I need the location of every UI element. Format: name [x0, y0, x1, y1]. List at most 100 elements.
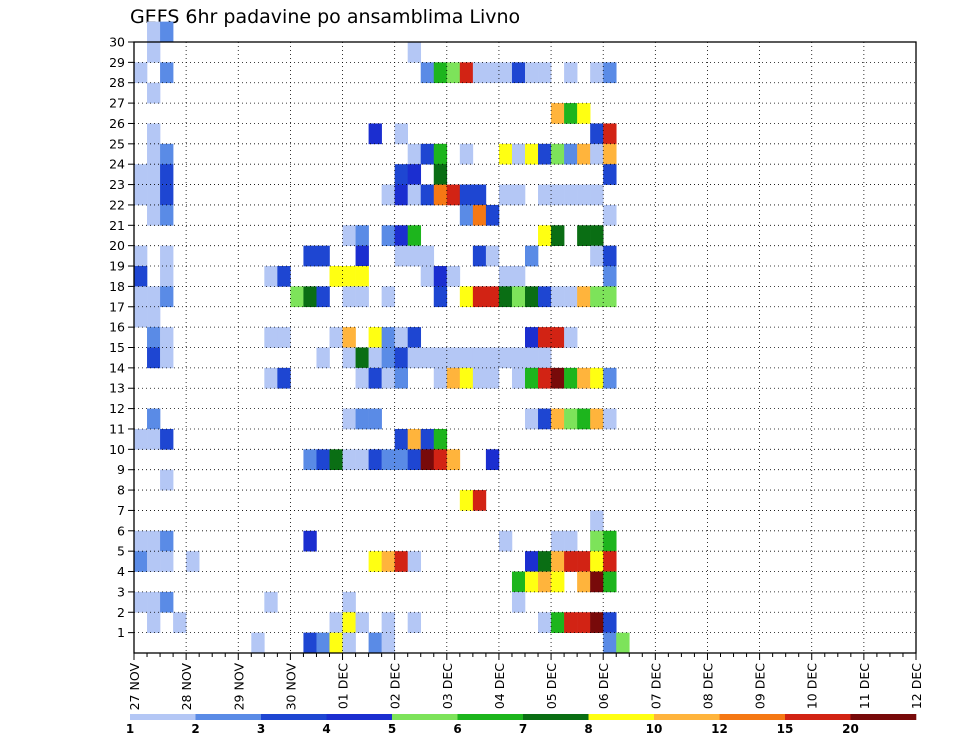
heatmap-cell [316, 245, 330, 267]
heatmap-cell [525, 62, 539, 84]
heatmap-cell [538, 225, 552, 246]
heatmap-cell [134, 306, 148, 328]
heatmap-cell [368, 632, 382, 654]
heatmap-cell [577, 571, 591, 593]
heatmap-cell [511, 184, 526, 206]
heatmap-cell [329, 632, 343, 654]
heatmap-cell [381, 612, 395, 633]
y-tick-label: 27 [109, 96, 125, 111]
heatmap-cell [303, 245, 317, 267]
heatmap-cell [407, 449, 422, 470]
colorbar-swatch [457, 714, 524, 720]
x-tick-label: 01 DEC [336, 663, 351, 709]
heatmap-cell [420, 62, 435, 84]
y-tick-label: 13 [109, 381, 125, 396]
y-tick-label: 1 [117, 625, 125, 640]
colorbar-swatch [392, 714, 458, 720]
heatmap-cell [525, 286, 539, 308]
heatmap-cell [525, 367, 539, 389]
y-tick-label: 21 [109, 218, 125, 233]
heatmap-cell [394, 449, 408, 470]
heatmap-cell [538, 286, 552, 308]
heatmap-cell [590, 286, 604, 308]
heatmap-cell [433, 184, 448, 206]
y-tick-label: 24 [109, 157, 125, 172]
heatmap-cell [303, 286, 317, 308]
heatmap-cell [577, 286, 591, 308]
heatmap-cell [160, 143, 174, 165]
heatmap-cell [433, 266, 448, 287]
colorbar-label: 15 [777, 722, 794, 736]
heatmap-cell [459, 367, 474, 389]
heatmap-cell [564, 103, 578, 124]
heatmap-cell [603, 123, 617, 145]
heatmap-cell [394, 327, 408, 348]
colorbar-swatch [785, 714, 851, 720]
heatmap-cell [381, 449, 395, 470]
heatmap-cell [342, 327, 356, 348]
heatmap-cell [551, 327, 565, 348]
heatmap-cell [446, 184, 461, 206]
heatmap-cell [264, 591, 278, 613]
heatmap-cell [355, 367, 369, 389]
x-tick-label: 08 DEC [700, 663, 715, 709]
y-tick-label: 17 [109, 299, 125, 314]
heatmap-cell [407, 42, 422, 63]
heatmap-cell [525, 245, 539, 267]
colorbar-label: 7 [519, 722, 527, 736]
heatmap-cell [251, 632, 265, 654]
x-tick-label: 29 NOV [231, 663, 246, 711]
heatmap-cell [329, 449, 343, 470]
heatmap-cell [590, 184, 604, 206]
heatmap-cell [316, 286, 330, 308]
y-tick-label: 26 [109, 116, 125, 131]
heatmap-cell [134, 551, 148, 572]
heatmap-cell [407, 245, 422, 267]
heatmap-cell [603, 551, 617, 572]
heatmap-cell [498, 62, 513, 84]
heatmap-cell [525, 408, 539, 430]
y-tick-label: 10 [109, 442, 125, 457]
heatmap-cell [329, 327, 343, 348]
heatmap-cell [134, 164, 148, 185]
heatmap-cell [160, 184, 174, 206]
heatmap-cell [538, 408, 552, 430]
heatmap-cell [551, 551, 565, 572]
heatmap-cell [590, 123, 604, 145]
heatmap-cell [407, 164, 422, 185]
heatmap-cell [603, 286, 617, 308]
heatmap-cell [420, 428, 435, 450]
x-tick-label: 09 DEC [753, 663, 768, 709]
heatmap-cell [381, 225, 395, 246]
heatmap-cell [498, 530, 513, 552]
y-tick-label: 2 [117, 605, 125, 620]
colorbar-swatch [195, 714, 262, 720]
heatmap-cell [433, 428, 448, 450]
heatmap-cell [355, 225, 369, 246]
heatmap-cell [134, 184, 148, 206]
y-tick-label: 19 [109, 259, 125, 274]
heatmap-cell [355, 286, 369, 308]
heatmap-cell [590, 571, 604, 593]
heatmap-cell [459, 347, 474, 369]
y-tick-label: 25 [109, 136, 125, 151]
heatmap-cell [603, 204, 617, 226]
heatmap-cell [407, 225, 422, 246]
heatmap-cell [342, 612, 356, 633]
heatmap-cell [603, 632, 617, 654]
heatmap-cell [160, 347, 174, 369]
x-tick-label: 06 DEC [596, 663, 611, 709]
heatmap-cell [551, 367, 565, 389]
colorbar-swatch [850, 714, 917, 720]
heatmap-cell [394, 225, 408, 246]
heatmap-cell [603, 367, 617, 389]
heatmap-cell [577, 551, 591, 572]
heatmap-cell [134, 266, 148, 287]
heatmap-cell [342, 632, 356, 654]
heatmap-cell [603, 266, 617, 287]
heatmap-cell [147, 327, 161, 348]
heatmap-cell [485, 204, 500, 226]
colorbar-swatch [588, 714, 655, 720]
heatmap-cell [368, 327, 382, 348]
